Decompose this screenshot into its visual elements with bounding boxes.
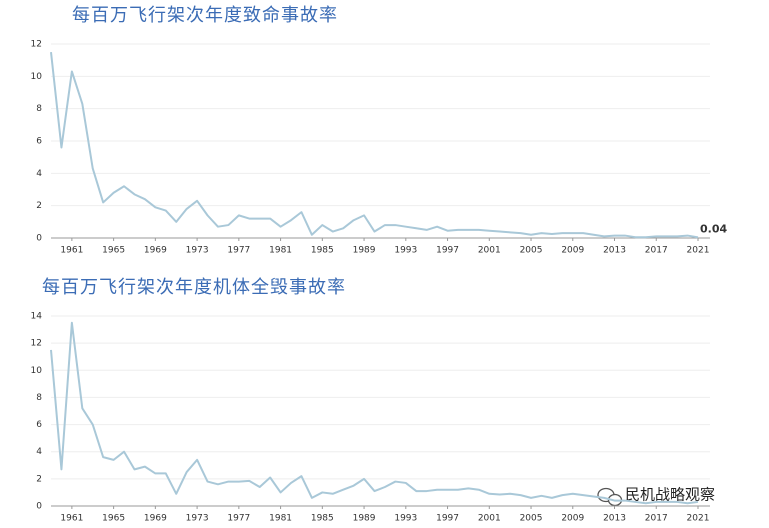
x-tick-label: 1985 bbox=[311, 246, 334, 256]
x-tick-label: 2021 bbox=[687, 246, 710, 256]
x-tick-label: 2013 bbox=[603, 514, 626, 524]
x-tick-label: 1961 bbox=[60, 246, 83, 256]
x-tick-label: 1993 bbox=[394, 246, 417, 256]
x-tick-label: 2017 bbox=[645, 246, 668, 256]
y-tick-label: 4 bbox=[36, 169, 42, 179]
data-line bbox=[50, 51, 699, 239]
x-tick-label: 1985 bbox=[311, 514, 334, 524]
y-tick-label: 0 bbox=[36, 502, 42, 512]
x-tick-label: 1997 bbox=[436, 246, 459, 256]
x-tick-label: 1997 bbox=[436, 514, 459, 524]
chart-title: 每百万飞行架次年度致命事故率 bbox=[72, 5, 338, 26]
chart-title: 每百万飞行架次年度机体全毁事故率 bbox=[42, 277, 346, 298]
y-tick-label: 0 bbox=[36, 234, 42, 244]
y-tick-label: 4 bbox=[36, 447, 42, 457]
x-tick-label: 1973 bbox=[186, 246, 209, 256]
y-tick-label: 8 bbox=[36, 393, 42, 403]
x-tick-label: 2021 bbox=[687, 514, 710, 524]
x-tick-label: 2005 bbox=[520, 514, 543, 524]
x-tick-label: 1965 bbox=[102, 514, 125, 524]
x-tick-label: 1977 bbox=[227, 246, 250, 256]
x-tick-label: 2009 bbox=[561, 246, 584, 256]
x-tick-label: 1977 bbox=[227, 514, 250, 524]
y-tick-label: 12 bbox=[31, 339, 42, 349]
x-tick-label: 1969 bbox=[144, 514, 167, 524]
x-tick-label: 2013 bbox=[603, 246, 626, 256]
x-tick-label: 1981 bbox=[269, 514, 292, 524]
x-tick-label: 1989 bbox=[353, 246, 376, 256]
x-tick-label: 2009 bbox=[561, 514, 584, 524]
x-tick-label: 1965 bbox=[102, 246, 125, 256]
y-tick-label: 6 bbox=[36, 420, 42, 430]
y-tick-label: 6 bbox=[36, 137, 42, 147]
y-tick-label: 10 bbox=[31, 366, 43, 376]
value-label: 0.04 bbox=[700, 222, 727, 235]
x-tick-label: 1993 bbox=[394, 514, 417, 524]
x-tick-label: 1969 bbox=[144, 246, 167, 256]
watermark: 民机战略观察 bbox=[625, 486, 715, 504]
y-tick-label: 12 bbox=[31, 40, 42, 50]
data-line bbox=[50, 321, 699, 505]
y-tick-label: 2 bbox=[36, 474, 42, 484]
x-tick-label: 1981 bbox=[269, 246, 292, 256]
y-tick-label: 8 bbox=[36, 104, 42, 114]
y-tick-label: 10 bbox=[31, 72, 43, 82]
y-tick-label: 2 bbox=[36, 201, 42, 211]
x-tick-label: 1961 bbox=[60, 514, 83, 524]
x-tick-label: 1989 bbox=[353, 514, 376, 524]
x-tick-label: 2001 bbox=[478, 514, 501, 524]
x-tick-label: 2001 bbox=[478, 246, 501, 256]
x-tick-label: 2017 bbox=[645, 514, 668, 524]
x-tick-label: 2005 bbox=[520, 246, 543, 256]
x-tick-label: 1973 bbox=[186, 514, 209, 524]
y-tick-label: 14 bbox=[31, 312, 43, 322]
